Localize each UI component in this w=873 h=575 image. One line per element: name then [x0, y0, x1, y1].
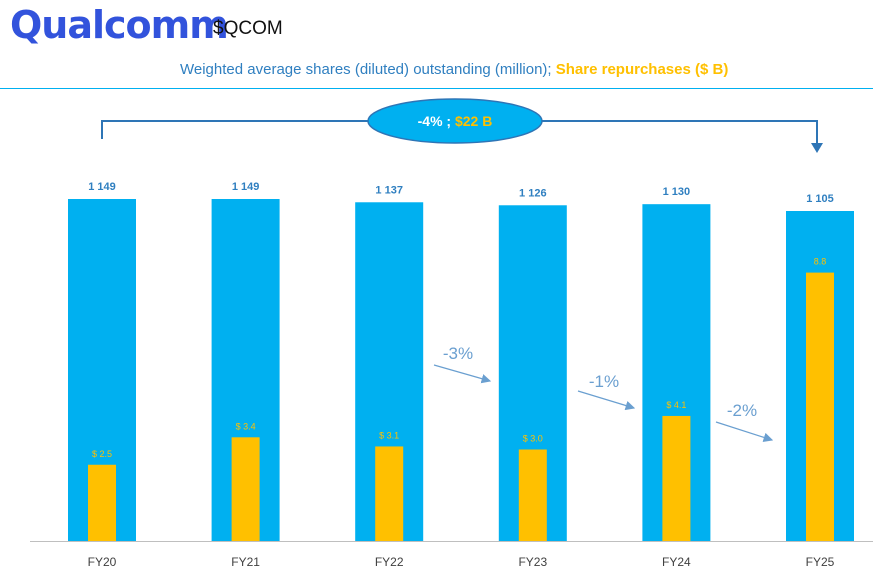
- repurchases-bar: [231, 437, 260, 541]
- repurchases-bar: [518, 449, 547, 541]
- ticker-symbol: $QCOM: [213, 18, 283, 39]
- repurchases-bar: [88, 464, 116, 541]
- x-tick-label: FY20: [88, 555, 117, 569]
- chart-title: Weighted average shares (diluted) outsta…: [180, 61, 728, 78]
- title-shares: Weighted average shares (diluted) outsta…: [180, 61, 556, 78]
- summary-repurchase-total: $22 B: [455, 113, 492, 129]
- trend-percent-label: -3%: [443, 344, 473, 363]
- x-tick-label: FY23: [518, 555, 547, 569]
- x-tick-label: FY25: [806, 555, 835, 569]
- summary-arrow-head: [811, 143, 823, 153]
- summary-bracket-left: [101, 120, 368, 139]
- summary-label: -4% ; $22 B: [418, 113, 493, 129]
- summary-bracket-right: [542, 120, 818, 144]
- x-tick-label: FY24: [662, 555, 691, 569]
- trend-percent-label: -2%: [727, 401, 757, 420]
- repurchases-value-label: $ 3.0: [523, 434, 543, 444]
- shares-value-label: 1 130: [663, 186, 691, 198]
- summary-ellipse: [367, 98, 543, 144]
- repurchases-value-label: $ 4.1: [666, 400, 686, 410]
- trend-arrow: [715, 421, 774, 442]
- summary-share-change: -4% ;: [418, 113, 455, 129]
- shares-value-label: 1 126: [519, 187, 547, 199]
- header-divider: [0, 88, 873, 89]
- trend-arrow: [433, 364, 492, 384]
- shares-value-label: 1 149: [88, 181, 116, 193]
- shares-value-label: 1 149: [232, 181, 260, 193]
- shares-value-label: 1 137: [375, 184, 403, 196]
- repurchases-value-label: $ 3.4: [236, 421, 256, 431]
- repurchases-value-label: 8.8: [814, 257, 827, 267]
- repurchases-value-label: $ 3.1: [379, 430, 399, 440]
- x-tick-label: FY22: [375, 555, 404, 569]
- shares-value-label: 1 105: [806, 193, 834, 205]
- repurchases-bar: [662, 415, 691, 541]
- x-tick-label: FY21: [231, 555, 260, 569]
- repurchases-bar: [806, 272, 834, 541]
- trend-percent-label: -1%: [589, 372, 619, 391]
- trend-arrow: [577, 390, 636, 411]
- repurchases-bar: [375, 446, 404, 541]
- qualcomm-logo: Qualcomm: [10, 3, 229, 47]
- title-repurchases: Share repurchases ($ B): [555, 61, 729, 78]
- repurchases-value-label: $ 2.5: [92, 449, 112, 459]
